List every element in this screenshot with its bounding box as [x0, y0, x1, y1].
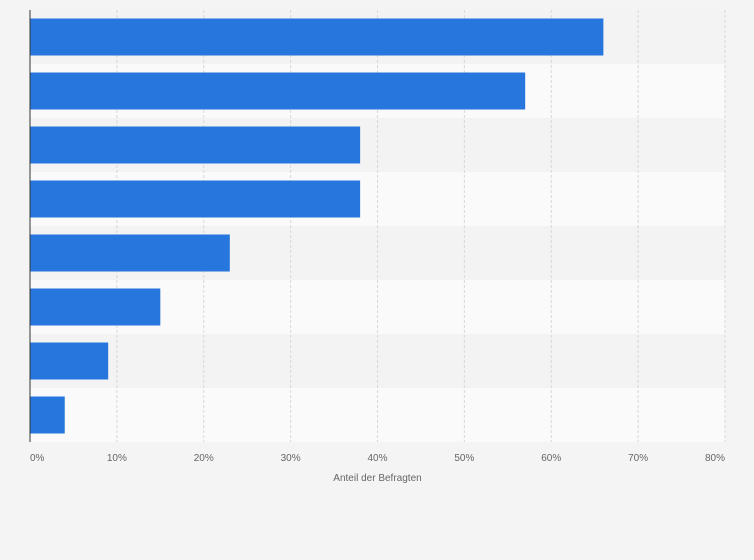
bar	[30, 180, 361, 218]
bar	[30, 396, 65, 434]
bar	[30, 234, 230, 272]
x-tick-label: 30%	[281, 453, 301, 464]
x-tick-label: 70%	[628, 453, 648, 464]
x-tick-label: 0%	[30, 453, 45, 464]
x-axis-title: Anteil der Befragten	[333, 473, 421, 484]
x-tick-labels: 0% 10% 20% 30% 40% 50% 60% 70% 80%	[30, 453, 725, 464]
x-tick-label: 80%	[705, 453, 725, 464]
x-tick-label: 60%	[541, 453, 561, 464]
bar	[30, 72, 526, 110]
bars-group	[30, 18, 604, 434]
bar	[30, 18, 604, 56]
x-tick-label: 40%	[367, 453, 387, 464]
x-tick-label: 10%	[107, 453, 127, 464]
bar	[30, 288, 161, 326]
x-tick-label: 20%	[194, 453, 214, 464]
x-tick-label: 50%	[454, 453, 474, 464]
bar	[30, 342, 109, 380]
bar	[30, 126, 361, 164]
